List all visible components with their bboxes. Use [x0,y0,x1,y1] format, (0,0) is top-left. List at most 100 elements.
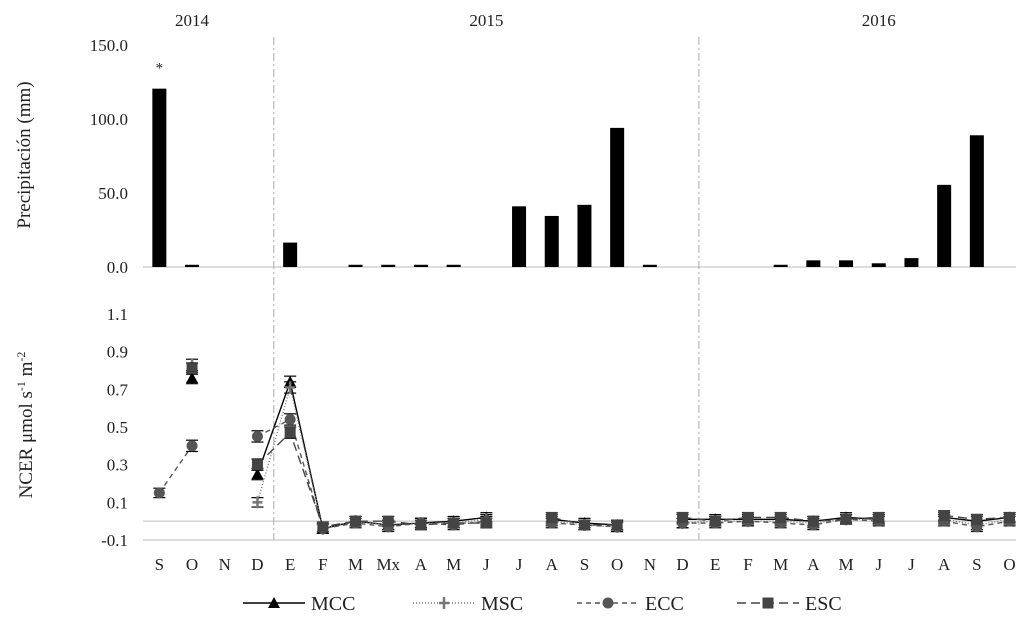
month-tick-label: J [516,555,523,574]
data-point-marker [775,511,787,523]
data-point-marker [251,468,264,480]
series-ecc [153,413,1016,535]
month-tick-label: E [285,555,295,574]
month-tick-label: O [611,555,623,574]
data-point-marker [350,515,362,527]
data-point-marker [153,487,165,499]
legend-item-esc: ESC [737,593,842,615]
data-point-marker [807,515,819,527]
precip-bar [512,206,527,267]
data-point-marker [252,496,263,509]
significance-asterisk: * [156,61,164,77]
precip-bar [773,264,788,267]
precip-bar [610,127,625,267]
month-tick-label: J [483,555,490,574]
month-tick-label: M [773,555,788,574]
data-point-marker [251,459,263,471]
month-tick-label: Mx [376,555,400,574]
line-y-tick-label: 0.7 [107,380,129,399]
data-point-marker [578,519,590,531]
precip-bar [381,264,396,267]
year-label: 2014 [175,11,210,30]
month-tick-label: F [743,555,752,574]
legend-label: MCC [311,593,355,615]
data-point-marker [611,519,623,531]
series-line [551,522,618,528]
data-point-marker [186,363,198,375]
precip-ylabel: Precipitación (mm) [14,81,35,228]
precip-bar [283,242,298,267]
precip-bar [904,258,919,267]
legend-item-msc: MSC [413,593,523,615]
month-tick-label: O [1003,555,1015,574]
month-tick-label: D [676,555,688,574]
series-line [944,520,1010,528]
year-label: 2016 [862,11,896,30]
ncer-ylabel: NCER μmol s-1 m-2 [14,352,37,499]
data-point-marker [251,430,263,442]
data-point-marker [546,511,558,523]
legend-marker [268,597,280,608]
month-tick-label: J [875,555,882,574]
line-y-tick-label: 0.9 [107,343,128,362]
data-point-marker [873,511,885,523]
series-line [256,431,487,528]
precip-bar [806,260,821,267]
legend-label: MSC [481,593,523,615]
month-tick-label: A [807,555,820,574]
legend-marker [602,597,614,609]
month-tick-label: S [972,555,981,574]
month-tick-label: S [580,555,589,574]
series-mcc [186,371,1016,535]
precip-bar [839,260,854,267]
legend-label: ECC [645,593,684,615]
data-point-marker [284,427,296,439]
precip-bar [642,264,657,267]
legend: MCC MSC ECC ESC [243,593,842,615]
data-point-marker [284,413,296,425]
month-tick-label: D [251,555,263,574]
legend-item-mcc: MCC [243,593,355,615]
month-tick-label: M [838,555,853,574]
month-tick-label: N [644,555,656,574]
data-point-marker [1004,511,1016,523]
legend-item-ecc: ECC [577,593,684,615]
bar-y-tick-label: 100.0 [90,110,128,129]
series-msc [186,358,1016,535]
month-tick-label: A [938,555,951,574]
data-point-marker [938,510,950,522]
precip-bar [577,204,592,267]
series-line [158,445,193,494]
line-y-tick-label: -0.1 [101,531,128,550]
line-y-tick-label: 1.1 [107,305,128,324]
legend-marker [439,597,449,609]
series-line [256,379,487,530]
month-axis: S O N D E F M Mx A M J J A S O N D E F M A M J J A S O [155,555,1016,574]
bar-y-tick-label: 150.0 [90,36,128,55]
precip-bar [871,263,886,267]
line-y-tick-label: 0.1 [107,493,128,512]
data-point-marker [742,511,754,523]
month-tick-label: A [415,555,428,574]
precip-bar [348,264,363,267]
month-tick-label: F [318,555,327,574]
data-point-marker [317,521,329,533]
precip-bar [446,264,461,267]
data-point-marker [971,513,983,525]
line-y-tick-label: 0.3 [107,456,128,475]
month-tick-label: M [446,555,461,574]
series-line [256,387,487,530]
data-point-marker [285,381,296,394]
bar-y-tick-label: 0.0 [107,258,128,277]
data-point-marker [448,517,460,529]
month-tick-label: J [908,555,915,574]
month-tick-label: M [348,555,363,574]
data-point-marker [382,515,394,527]
data-point-marker [709,515,721,527]
month-tick-label: N [219,555,231,574]
series-esc [186,362,1016,533]
precip-bar [937,184,952,267]
data-point-marker [677,511,689,523]
month-tick-label: S [155,555,164,574]
